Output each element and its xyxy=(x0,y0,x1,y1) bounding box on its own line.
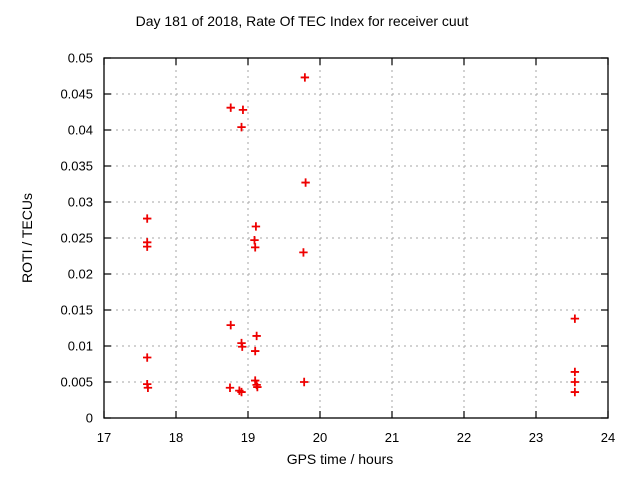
y-tick-label: 0.015 xyxy=(60,303,93,318)
data-point-marker xyxy=(238,342,247,351)
y-tick-label: 0.02 xyxy=(68,267,93,282)
y-tick-label: 0.05 xyxy=(68,51,93,66)
data-point-marker xyxy=(237,387,246,397)
data-point-marker xyxy=(226,103,235,112)
data-point-marker xyxy=(252,331,261,341)
data-point-marker xyxy=(143,242,152,251)
y-axis-label: ROTI / TECUs xyxy=(19,193,35,283)
data-point-marker xyxy=(301,178,310,187)
y-tick-label: 0.035 xyxy=(60,159,93,174)
x-tick-label: 23 xyxy=(529,430,543,445)
x-tick-label: 17 xyxy=(97,430,111,445)
data-point-marker xyxy=(570,377,580,387)
data-point-marker xyxy=(251,222,261,231)
x-tick-label: 20 xyxy=(313,430,327,445)
y-tick-label: 0 xyxy=(86,411,93,426)
data-point-marker xyxy=(253,382,262,392)
x-tick-label: 24 xyxy=(601,430,615,445)
data-point-marker xyxy=(237,122,246,132)
y-tick-label: 0.04 xyxy=(68,123,93,138)
data-point-marker xyxy=(570,314,580,323)
data-point-marker xyxy=(570,387,580,397)
data-point-marker xyxy=(299,377,309,387)
data-point-marker xyxy=(251,243,260,252)
y-tick-label: 0.005 xyxy=(60,375,93,390)
y-tick-label: 0.01 xyxy=(68,339,93,354)
data-point-marker xyxy=(300,73,310,82)
data-point-marker xyxy=(143,383,153,392)
y-tick-label: 0.03 xyxy=(68,195,93,210)
data-point-marker xyxy=(226,320,235,330)
chart-title: Day 181 of 2018, Rate Of TEC Index for r… xyxy=(135,13,469,29)
data-point-marker xyxy=(251,376,260,385)
data-point-marker xyxy=(299,248,308,257)
data-point-marker xyxy=(143,353,152,362)
x-tick-label: 21 xyxy=(385,430,399,445)
data-point-marker xyxy=(238,105,248,115)
y-tick-label: 0.045 xyxy=(60,87,93,102)
data-point-marker xyxy=(225,383,235,392)
x-tick-label: 18 xyxy=(169,430,183,445)
x-tick-label: 22 xyxy=(457,430,471,445)
data-point-marker xyxy=(250,235,259,245)
x-tick-label: 19 xyxy=(241,430,255,445)
data-point-marker xyxy=(570,367,580,377)
y-tick-label: 0.025 xyxy=(60,231,93,246)
data-point-marker xyxy=(143,214,152,223)
x-axis-label: GPS time / hours xyxy=(286,451,394,467)
data-point-marker xyxy=(251,346,260,356)
